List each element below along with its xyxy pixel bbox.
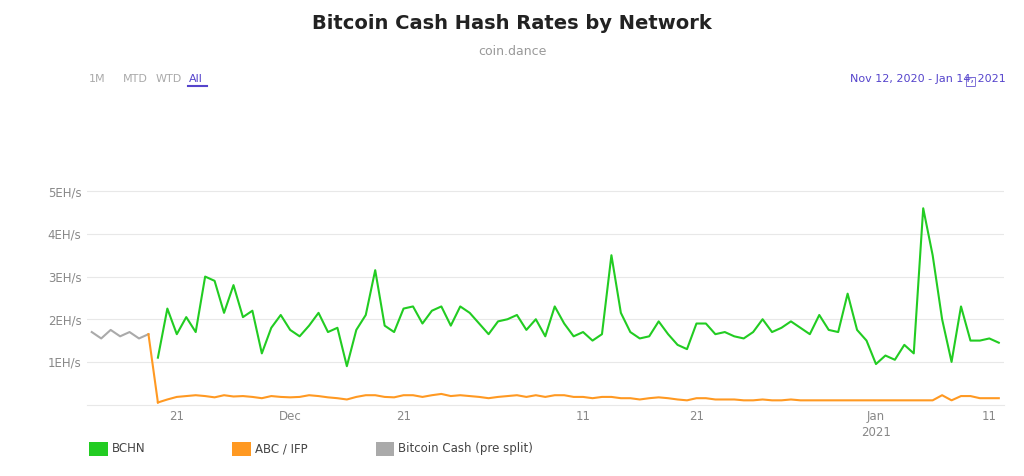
Text: ..: .. [968, 72, 973, 81]
Text: Bitcoin Cash Hash Rates by Network: Bitcoin Cash Hash Rates by Network [312, 14, 712, 33]
Text: □: □ [966, 74, 977, 87]
Text: ABC / IFP: ABC / IFP [255, 442, 307, 456]
Text: 1M: 1M [89, 74, 105, 84]
Text: MTD: MTD [123, 74, 147, 84]
Text: Nov 12, 2020 - Jan 14, 2021: Nov 12, 2020 - Jan 14, 2021 [850, 74, 1006, 84]
Text: All: All [188, 74, 203, 84]
Text: WTD: WTD [156, 74, 182, 84]
Text: Bitcoin Cash (pre split): Bitcoin Cash (pre split) [398, 442, 534, 456]
Text: BCHN: BCHN [112, 442, 145, 456]
Text: coin.dance: coin.dance [478, 45, 546, 58]
